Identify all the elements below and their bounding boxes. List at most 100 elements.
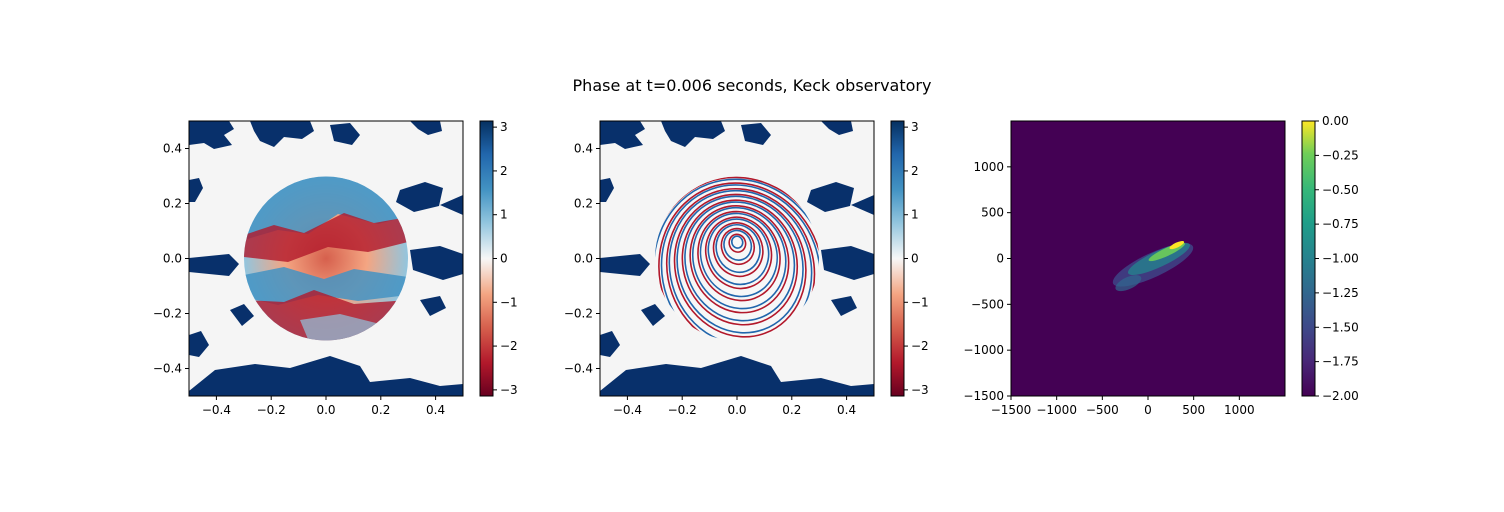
phase-fringe xyxy=(702,214,776,294)
y-tick-label: −0.2 xyxy=(564,307,593,321)
phase-fringe xyxy=(704,216,773,290)
x-tick-label: −0.2 xyxy=(257,403,286,417)
panel-middle-outside-blobs xyxy=(600,121,874,396)
panel-left-ticks: −0.4 −0.2 0.0 0.2 0.4 −0.4 −0.2 0.0 0.2 0.4 xyxy=(153,142,445,418)
x-tick-label: −0.4 xyxy=(613,403,642,417)
colorbar-left-gradient xyxy=(479,120,494,397)
phase-fringe xyxy=(665,187,816,341)
phase-fringe xyxy=(678,197,801,330)
y-tick-label: 0.0 xyxy=(574,252,593,266)
colorbar-tick-label: −3 xyxy=(911,383,929,397)
x-tick-label: 0.4 xyxy=(837,403,856,417)
colorbar-left: 3 2 1 0 −1 −2 −3 xyxy=(479,120,518,397)
phase-fringe xyxy=(725,231,750,257)
x-tick-label: 0.4 xyxy=(426,403,445,417)
phase-fringe xyxy=(723,229,753,261)
colorbar-tick-label: −1.25 xyxy=(1322,286,1359,300)
phase-fringe xyxy=(681,199,799,326)
panel-left-outside-blobs xyxy=(189,121,463,396)
phase-fringe xyxy=(684,201,796,322)
y-tick-label: −1500 xyxy=(963,389,1004,403)
y-tick-label: 0 xyxy=(996,252,1004,266)
panel-right-blob xyxy=(1112,241,1194,292)
colorbar-tick-label: 0 xyxy=(911,252,919,266)
colorbar-tick-label: −1 xyxy=(500,295,518,309)
colorbar-tick-label: −1.00 xyxy=(1322,252,1359,266)
colorbar-tick-label: 1 xyxy=(911,208,919,222)
y-tick-label: 0.4 xyxy=(574,142,593,156)
y-tick-label: 500 xyxy=(981,206,1004,220)
colorbar-tick-label: −1.75 xyxy=(1322,355,1359,369)
colorbar-tick-label: 3 xyxy=(500,120,508,134)
phase-fringe xyxy=(663,186,819,341)
y-tick-label: −0.4 xyxy=(153,362,182,376)
phase-fringe xyxy=(668,189,813,341)
y-tick-label: 1000 xyxy=(973,160,1004,174)
colorbar-tick-label: 2 xyxy=(500,164,508,178)
colorbar-tick-label: −1.50 xyxy=(1322,320,1359,334)
colorbar-tick-label: 0.00 xyxy=(1322,114,1349,128)
x-tick-label: −0.4 xyxy=(202,403,231,417)
x-tick-label: 0 xyxy=(1144,403,1152,417)
colorbar-tick-label: −0.25 xyxy=(1322,148,1359,162)
phase-fringe xyxy=(699,212,778,298)
x-tick-label: 1000 xyxy=(1224,403,1255,417)
phase-fringe xyxy=(694,208,784,306)
phase-fringe xyxy=(697,210,781,302)
x-tick-label: −0.2 xyxy=(668,403,697,417)
phase-fringe xyxy=(686,203,793,318)
colorbar-tick-label: 3 xyxy=(911,120,919,134)
panel-middle-aperture xyxy=(655,176,819,341)
colorbar-tick-label: −2 xyxy=(911,339,929,353)
x-tick-label: 0.2 xyxy=(782,403,801,417)
colorbar-middle: 3 2 1 0 −1 −2 −3 xyxy=(890,120,929,397)
y-tick-label: −1000 xyxy=(963,343,1004,357)
colorbar-middle-ticks: 3 2 1 0 −1 −2 −3 xyxy=(904,120,929,397)
phase-fringe xyxy=(676,195,804,334)
panel-right: −1500 −1000 −500 0 500 1000 −1500 −1000 −500 0 500… xyxy=(963,120,1286,417)
panel-left: −0.4 −0.2 0.0 0.2 0.4 −0.4 −0.2 0.0 0.2 0.4 xyxy=(153,120,464,418)
colorbar-tick-label: 0 xyxy=(500,252,508,266)
phase-fringe xyxy=(710,220,767,282)
phase-fringe xyxy=(707,218,770,286)
phase-fringe xyxy=(733,237,741,245)
panel-left-aperture xyxy=(244,176,408,341)
colorbar-tick-label: 1 xyxy=(500,208,508,222)
colorbar-tick-label: −0.50 xyxy=(1322,183,1359,197)
colorbar-tick-label: −0.75 xyxy=(1322,217,1359,231)
colorbar-tick-label: −2.00 xyxy=(1322,389,1359,403)
phase-fringe xyxy=(730,235,744,249)
panel-right-ticks: −1500 −1000 −500 0 500 1000 −1500 −1000 −500 0 500… xyxy=(963,160,1254,417)
colorbar-tick-label: −1 xyxy=(911,295,929,309)
colorbar-middle-gradient xyxy=(890,120,905,397)
phase-fringe xyxy=(728,233,747,253)
colorbar-right-ticks: 0.00 −0.25 −0.50 −0.75 −1.00 −1.25 −1.50 −1.75 −… xyxy=(1315,114,1359,403)
y-tick-label: 0.0 xyxy=(163,252,182,266)
x-tick-label: 0.0 xyxy=(316,403,335,417)
phase-fringe xyxy=(715,224,761,274)
x-tick-label: −500 xyxy=(1086,403,1119,417)
y-tick-label: 0.4 xyxy=(163,142,182,156)
x-tick-label: 0.0 xyxy=(727,403,746,417)
colorbar-tick-label: −2 xyxy=(500,339,518,353)
phase-fringe xyxy=(712,222,764,278)
panel-middle-ticks: −0.4 −0.2 0.0 0.2 0.4 −0.4 −0.2 0.0 0.2 0.4 xyxy=(564,142,856,418)
y-tick-label: −500 xyxy=(971,297,1004,311)
figure-title: Phase at t=0.006 seconds, Keck observato… xyxy=(573,76,932,95)
y-tick-label: 0.2 xyxy=(574,197,593,211)
phase-fringe xyxy=(689,205,790,314)
colorbar-tick-label: 2 xyxy=(911,164,919,178)
colorbar-left-ticks: 3 2 1 0 −1 −2 −3 xyxy=(493,120,518,397)
phase-fringe xyxy=(720,227,756,266)
x-tick-label: 0.2 xyxy=(371,403,390,417)
y-tick-label: −0.2 xyxy=(153,307,182,321)
x-tick-label: −1500 xyxy=(991,403,1032,417)
phase-fringe xyxy=(660,184,819,341)
x-tick-label: −1000 xyxy=(1036,403,1077,417)
colorbar-right: 0.00 −0.25 −0.50 −0.75 −1.00 −1.25 −1.50 −1.75 −… xyxy=(1301,114,1359,403)
panel-middle: −0.4 −0.2 0.0 0.2 0.4 −0.4 −0.2 0.0 0.2 0.4 xyxy=(564,120,875,418)
colorbar-right-gradient xyxy=(1301,120,1316,397)
phase-fringe xyxy=(673,193,807,338)
y-tick-label: −0.4 xyxy=(564,362,593,376)
